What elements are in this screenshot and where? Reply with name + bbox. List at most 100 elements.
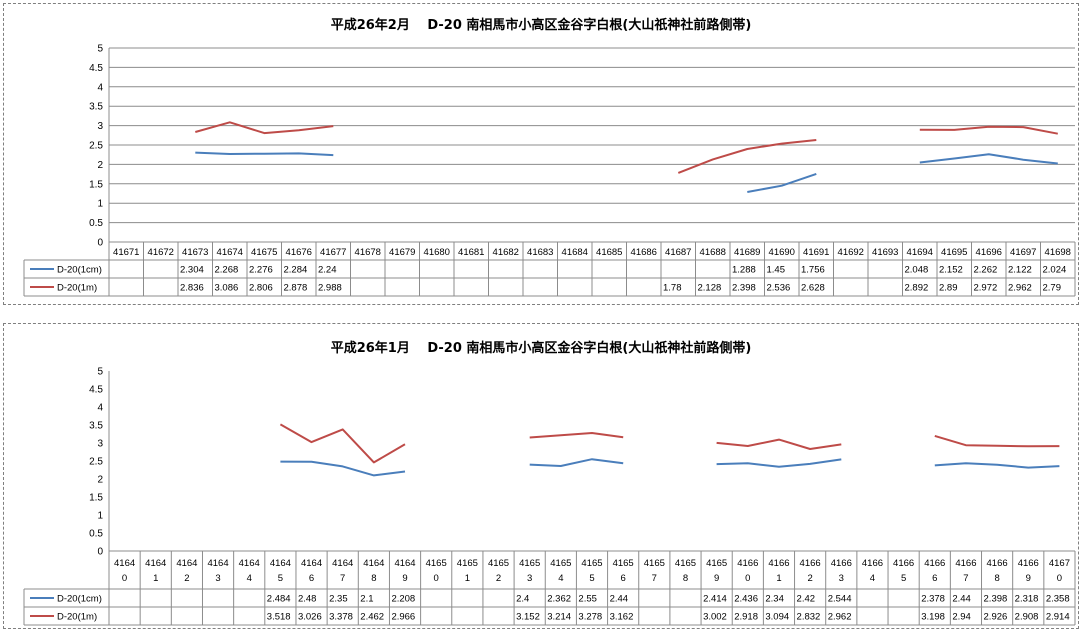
table-cell-value: 2.914 bbox=[1046, 612, 1070, 623]
x-category-label: 41682 bbox=[493, 247, 519, 258]
series-line-0 bbox=[195, 151, 334, 157]
table-cell-value: 1.78 bbox=[663, 283, 682, 294]
x-category-label: 4166 9 bbox=[1018, 558, 1039, 584]
x-category-label: 4164 4 bbox=[239, 558, 260, 584]
x-category-label: 4166 5 bbox=[893, 558, 914, 584]
table-cell-value: 3.086 bbox=[215, 283, 239, 294]
table-cell-value: 3.214 bbox=[547, 612, 571, 623]
series-name-label: D-20(1m) bbox=[57, 612, 97, 623]
x-category-label: 4166 4 bbox=[862, 558, 883, 584]
table-cell-value: 3.152 bbox=[516, 612, 540, 623]
table-cell-value: 2.988 bbox=[318, 283, 342, 294]
y-tick-label: 4.5 bbox=[89, 385, 103, 396]
x-category-label: 41693 bbox=[872, 247, 898, 258]
table-cell-value: 2.1 bbox=[360, 594, 373, 605]
table-cell-value: 2.318 bbox=[1015, 594, 1039, 605]
chart-february: 平成26年2月 D-20 南相馬市小高区金谷字白根(大山祇神社前路側帯) 0 0.5… bbox=[23, 17, 1076, 297]
table-cell-value: 2.79 bbox=[1043, 283, 1062, 294]
y-tick-label: 3.5 bbox=[89, 102, 103, 113]
table-cell-value: 2.972 bbox=[974, 283, 998, 294]
x-category-label: 4165 9 bbox=[706, 558, 727, 584]
x-category-label: 4166 8 bbox=[987, 558, 1008, 584]
table-cell-value: 2.926 bbox=[984, 612, 1008, 623]
series-line-0 bbox=[747, 172, 817, 193]
x-category-label: 41684 bbox=[562, 247, 588, 258]
table-cell-value: 2.358 bbox=[1046, 594, 1070, 605]
table-cell-value: 2.362 bbox=[547, 594, 571, 605]
table-cell-value: 2.304 bbox=[180, 265, 204, 276]
table-cell-value: 2.94 bbox=[952, 612, 971, 623]
x-category-label: 41673 bbox=[182, 247, 208, 258]
series-name-label: D-20(1cm) bbox=[57, 594, 102, 605]
x-category-label: 4164 5 bbox=[270, 558, 291, 584]
table-cell-value: 2.966 bbox=[391, 612, 415, 623]
series-line-1 bbox=[677, 139, 817, 174]
x-category-label: 4164 3 bbox=[207, 558, 228, 584]
series-line-1 bbox=[919, 125, 1058, 135]
table-cell-value: 2.268 bbox=[215, 265, 239, 276]
table-cell-value: 2.024 bbox=[1043, 265, 1067, 276]
x-category-label: 4164 0 bbox=[114, 558, 135, 584]
x-category-label: 41671 bbox=[113, 247, 139, 258]
table-cell-value: 2.436 bbox=[734, 594, 758, 605]
y-tick-label: 5 bbox=[97, 44, 103, 55]
chart-panel-february: 平成26年2月 D-20 南相馬市小高区金谷字白根(大山祇神社前路側帯) 0 0.5… bbox=[3, 3, 1079, 305]
x-category-label: 4166 6 bbox=[924, 558, 945, 584]
y-tick-label: 0 bbox=[97, 547, 103, 558]
x-category-label: 41677 bbox=[320, 247, 346, 258]
series-line-0 bbox=[716, 458, 842, 468]
series-line-1 bbox=[195, 121, 334, 135]
y-tick-label: 3 bbox=[97, 121, 103, 132]
x-category-label: 41675 bbox=[251, 247, 277, 258]
y-tick-label: 0 bbox=[97, 238, 103, 249]
y-tick-label: 1 bbox=[97, 199, 103, 210]
table-cell-value: 2.398 bbox=[732, 283, 756, 294]
table-cell-value: 2.832 bbox=[797, 612, 821, 623]
x-category-label: 41692 bbox=[838, 247, 864, 258]
table-cell-value: 3.278 bbox=[578, 612, 602, 623]
x-category-label: 41698 bbox=[1045, 247, 1071, 258]
table-cell-value: 2.34 bbox=[765, 594, 784, 605]
x-category-label: 4166 1 bbox=[768, 558, 789, 584]
x-category-label: 4165 0 bbox=[426, 558, 447, 584]
series-line-1 bbox=[716, 438, 842, 450]
x-category-label: 4165 4 bbox=[550, 558, 571, 584]
chart-january: 平成26年1月 D-20 南相馬市小高区金谷字白根(大山祇神社前路側帯) 0 0.5… bbox=[23, 340, 1076, 626]
table-cell-value: 2.208 bbox=[391, 594, 415, 605]
table-cell-value: 2.628 bbox=[801, 283, 825, 294]
x-category-label: 4165 3 bbox=[519, 558, 540, 584]
x-category-label: 4167 0 bbox=[1049, 558, 1070, 584]
y-tick-label: 3 bbox=[97, 439, 103, 450]
y-tick-label: 0.5 bbox=[89, 218, 103, 229]
table-cell-value: 3.198 bbox=[921, 612, 945, 623]
x-category-label: 41697 bbox=[1010, 247, 1036, 258]
table-cell-value: 2.35 bbox=[329, 594, 348, 605]
table-cell-value: 2.4 bbox=[516, 594, 529, 605]
x-category-label: 41680 bbox=[424, 247, 450, 258]
x-category-label: 4164 9 bbox=[394, 558, 415, 584]
table-cell-value: 2.262 bbox=[974, 265, 998, 276]
table-cell-value: 3.002 bbox=[703, 612, 727, 623]
y-tick-label: 4 bbox=[97, 403, 103, 414]
series-name-label: D-20(1cm) bbox=[57, 265, 102, 276]
x-category-label: 4164 7 bbox=[332, 558, 353, 584]
y-tick-label: 2 bbox=[97, 475, 103, 486]
x-category-label: 41695 bbox=[941, 247, 967, 258]
table-cell-value: 1.756 bbox=[801, 265, 825, 276]
x-category-label: 4165 7 bbox=[644, 558, 665, 584]
series-name-label: D-20(1m) bbox=[57, 283, 97, 294]
y-tick-label: 3.5 bbox=[89, 421, 103, 432]
x-category-label: 41683 bbox=[527, 247, 553, 258]
y-tick-label: 5 bbox=[97, 367, 103, 378]
x-category-label: 41678 bbox=[355, 247, 381, 258]
table-cell-value: 2.918 bbox=[734, 612, 758, 623]
y-tick-label: 2 bbox=[97, 160, 103, 171]
x-category-label: 41690 bbox=[769, 247, 795, 258]
x-category-label: 41685 bbox=[596, 247, 622, 258]
x-category-label: 41686 bbox=[631, 247, 657, 258]
x-category-label: 41689 bbox=[734, 247, 760, 258]
x-category-label: 4165 6 bbox=[613, 558, 634, 584]
table-cell-value: 2.128 bbox=[698, 283, 722, 294]
x-category-label: 41681 bbox=[458, 247, 484, 258]
y-tick-label: 0.5 bbox=[89, 529, 103, 540]
